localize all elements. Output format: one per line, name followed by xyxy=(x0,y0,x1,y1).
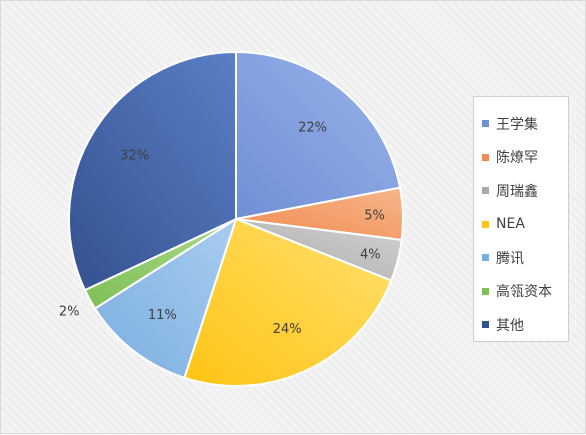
slice-label-other: 32% xyxy=(120,149,149,164)
legend-item: 王学集 xyxy=(482,107,568,141)
slice-label-hillhouse: 2% xyxy=(59,305,80,320)
legend-swatch xyxy=(482,153,489,161)
pie-slice-other xyxy=(67,50,237,292)
legend-swatch xyxy=(482,254,489,262)
legend-swatch xyxy=(482,220,489,228)
slice-label-chenliaohan: 5% xyxy=(364,209,385,224)
slice-label-tencent: 11% xyxy=(148,308,177,323)
legend-swatch xyxy=(482,187,489,195)
legend-label: 其他 xyxy=(496,317,524,334)
legend-swatch xyxy=(482,321,489,329)
legend-label: 高瓴资本 xyxy=(496,284,552,301)
legend-swatch xyxy=(482,287,489,295)
legend-label: NEA xyxy=(496,216,525,233)
legend-item: 陈燎罕 xyxy=(482,141,568,175)
slice-label-nea: 24% xyxy=(273,322,302,337)
legend-label: 周瑞鑫 xyxy=(496,183,538,200)
legend: 王学集 陈燎罕 周瑞鑫 NEA 腾讯 高瓴资本 其他 xyxy=(473,96,569,342)
legend-item: 腾讯 xyxy=(482,241,568,275)
slice-label-zhouruixin: 4% xyxy=(360,248,381,263)
pie-slice-wangxueji xyxy=(235,50,402,221)
pie-slice-nea xyxy=(183,217,393,388)
legend-label: 陈燎罕 xyxy=(496,150,538,167)
legend-item: 周瑞鑫 xyxy=(482,174,568,208)
legend-label: 腾讯 xyxy=(496,250,524,267)
slice-label-wangxueji: 22% xyxy=(298,120,327,135)
legend-swatch xyxy=(482,120,489,128)
legend-label: 王学集 xyxy=(496,116,538,133)
pie-slice-tencent xyxy=(93,216,238,380)
legend-item: 其他 xyxy=(482,308,568,342)
legend-item: 高瓴资本 xyxy=(482,275,568,309)
legend-item: NEA xyxy=(482,208,568,242)
